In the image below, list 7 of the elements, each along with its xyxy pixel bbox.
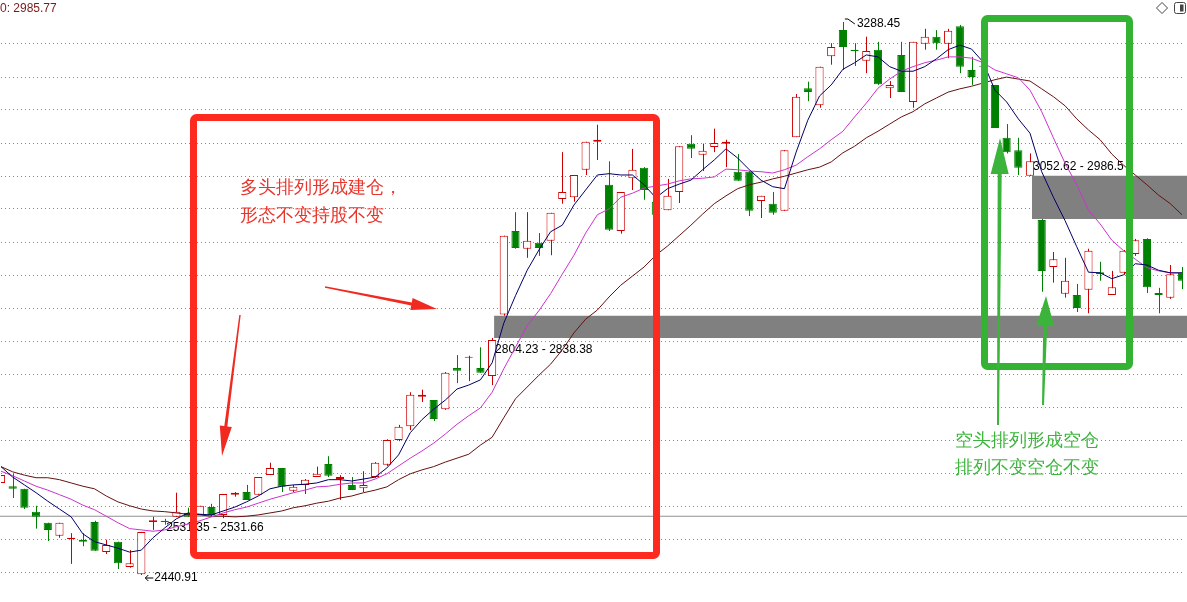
annotation: 多头排列形成建仓，: [240, 177, 402, 197]
annotation: 3288.45: [856, 16, 901, 31]
annotation: 空头排列形成空仓: [955, 430, 1099, 450]
annotation: 排列不变空仓不变: [955, 457, 1099, 477]
annotation: 形态不变持股不变: [240, 205, 384, 225]
text: 0: 2985.77: [0, 1, 58, 15]
annotation: 2440.91: [154, 570, 199, 585]
